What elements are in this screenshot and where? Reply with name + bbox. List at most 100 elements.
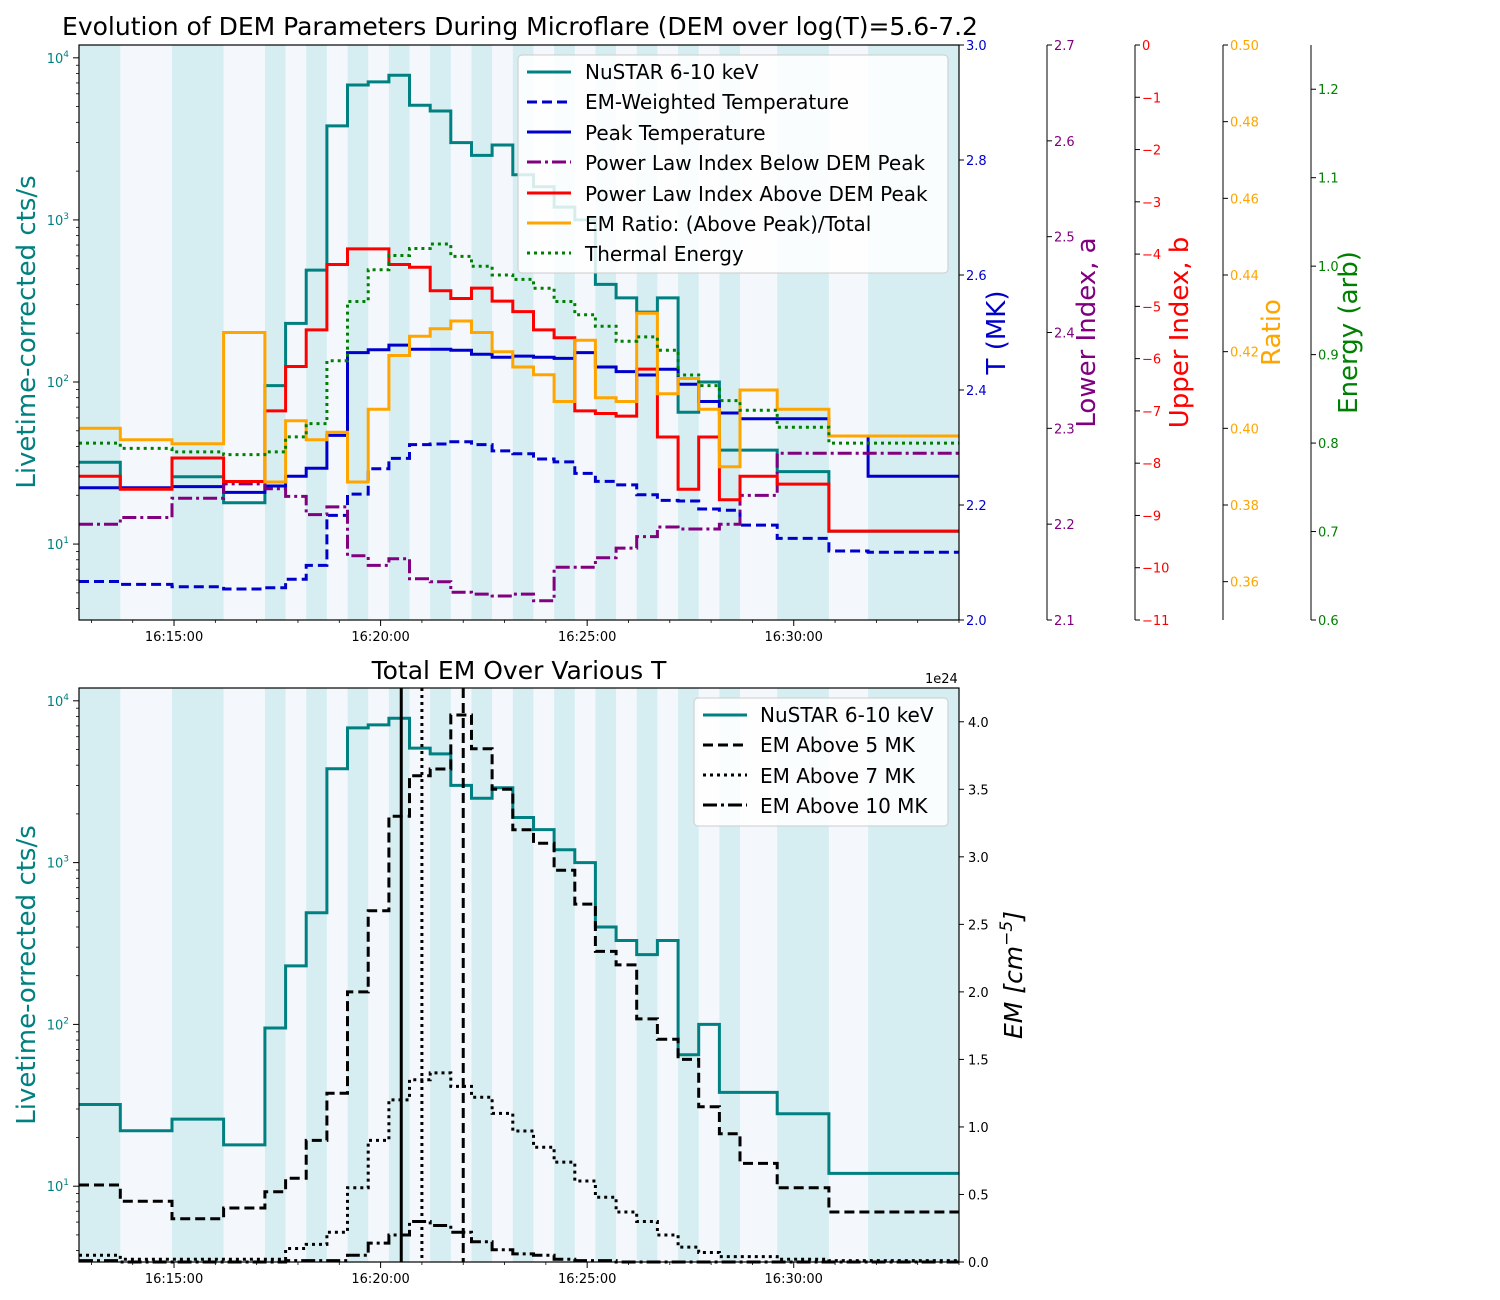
- bottom-shade-band: [430, 688, 451, 1262]
- bottom-shade-band: [636, 688, 658, 1262]
- bottom-x-tick-label: 16:30:00: [765, 1272, 823, 1287]
- bottom-series-em-above-7-mk: [79, 1071, 959, 1263]
- bottom-y-tick-label: 104: [47, 693, 70, 710]
- axis-tick-label-ratio: 0.36: [1230, 576, 1259, 591]
- axis-tick-label-a: 2.6: [1054, 135, 1075, 150]
- em-axis-tick-label: 4.0: [968, 716, 989, 731]
- bottom-shade-band: [79, 688, 121, 1262]
- bottom-x-tick-label: 16:20:00: [351, 1272, 409, 1287]
- top-series-power-law-index-below-dem-peak: [79, 451, 959, 603]
- em-axis-tick-label: 0.0: [968, 1256, 989, 1271]
- bottom-legend: NuSTAR 6-10 keV EM Above 5 MK EM Above 7…: [693, 697, 949, 827]
- bottom-shade-band: [719, 688, 741, 1262]
- bottom-x-tick-label: 16:15:00: [145, 1272, 203, 1287]
- top-panel: Evolution of DEM Parameters During Micro…: [12, 12, 1364, 645]
- axis-tick-label-energy: 0.6: [1318, 614, 1339, 629]
- axis-tick-label-a: 2.5: [1054, 231, 1075, 246]
- top-series-lines: [79, 73, 959, 603]
- bottom-shade-band: [388, 688, 410, 1262]
- bottom-left-y-label: Livetime-orrected cts/s: [12, 825, 42, 1125]
- bottom-right-offset-text: 1e24: [925, 672, 958, 687]
- axis-label-T: T (MK): [982, 291, 1012, 376]
- tick-base: 10: [47, 857, 64, 872]
- top-shade-band: [171, 45, 224, 620]
- bottom-shade-band: [347, 688, 369, 1262]
- tick-base: 10: [47, 538, 64, 553]
- axis-tick-label-T: 3.0: [966, 39, 987, 54]
- axis-tick-label-b: −3: [1142, 196, 1161, 211]
- bottom-shade-band: [471, 688, 493, 1262]
- bottom-y-tick-label: 101: [47, 1178, 69, 1195]
- top-shade-band: [430, 45, 451, 620]
- legend-label-lower-index: Power Law Index Below DEM Peak: [585, 151, 925, 175]
- axis-label-ratio: Ratio: [1257, 299, 1287, 366]
- top-shade-band: [264, 45, 286, 620]
- em-label-close: ]: [999, 911, 1028, 922]
- em-label-main: EM [cm: [999, 946, 1028, 1039]
- bottom-shade-band: [512, 688, 534, 1262]
- tick-exponent: 4: [63, 693, 69, 703]
- legend-label-thermal-energy: Thermal Energy: [584, 242, 744, 266]
- top-y-tick-label: 104: [47, 50, 70, 67]
- axis-tick-label-b: −11: [1142, 614, 1169, 629]
- axis-tick-label-energy: 0.7: [1318, 526, 1339, 541]
- axis-tick-label-energy: 1.0: [1318, 260, 1339, 275]
- tick-exponent: 1: [63, 536, 69, 546]
- bottom-shade-band: [595, 688, 617, 1262]
- axis-tick-label-ratio: 0.50: [1230, 39, 1259, 54]
- top-x-tick-label: 16:20:00: [351, 630, 409, 645]
- top-x-tick-label: 16:25:00: [558, 630, 616, 645]
- em-axis-tick-label: 3.0: [968, 851, 989, 866]
- bottom-series-em-above-10-mk: [79, 1220, 959, 1264]
- top-chart-title: Evolution of DEM Parameters During Micro…: [62, 12, 978, 41]
- top-plot-frame: [78, 44, 960, 621]
- em-axis-tick-label: 2.0: [968, 986, 989, 1001]
- legend-label-bottom-nustar: NuSTAR 6-10 keV: [760, 703, 934, 727]
- legend-label-upper-index: Power Law Index Above DEM Peak: [585, 182, 928, 206]
- top-shade-band: [388, 45, 410, 620]
- axis-tick-label-b: −1: [1142, 91, 1161, 106]
- bottom-legend-box: [693, 697, 949, 827]
- bottom-shade-band: [678, 688, 699, 1262]
- axis-tick-label-b: −8: [1142, 457, 1161, 472]
- axis-tick-label-energy: 0.9: [1318, 349, 1339, 364]
- axis-tick-label-b: −7: [1142, 405, 1161, 420]
- tick-base: 10: [47, 1018, 64, 1033]
- axis-tick-label-T: 2.0: [966, 614, 987, 629]
- axis-tick-label-energy: 0.8: [1318, 437, 1339, 452]
- tick-base: 10: [47, 52, 64, 67]
- top-series-em-weighted-temperature: [79, 440, 959, 591]
- tick-exponent: 2: [63, 1016, 69, 1026]
- legend-label-em-above-10mk: EM Above 10 MK: [760, 794, 928, 818]
- em-axis-tick-label: 3.5: [968, 783, 989, 798]
- em-axis-tick-label: 0.5: [968, 1188, 989, 1203]
- axis-tick-label-a: 2.2: [1054, 518, 1075, 533]
- top-series-power-law-index-above-dem-peak: [79, 247, 959, 533]
- tick-base: 10: [47, 1180, 64, 1195]
- axis-tick-label-a: 2.7: [1054, 39, 1075, 54]
- tick-exponent: 4: [63, 50, 69, 60]
- top-left-y-label: Livetime-corrected cts/s: [12, 175, 42, 488]
- bottom-series-em-above-5-mk: [79, 713, 959, 1221]
- axis-label-b: Upper Index, b: [1165, 237, 1195, 429]
- top-shade-band: [347, 45, 369, 620]
- axis-label-a: Lower Index, a: [1072, 237, 1102, 427]
- top-right-axes: 2.0 2.2 2.4 2.6 2.8 3.0 T (MK) 2.1 2.2 2.3 2.4 2.5 2…: [959, 39, 1364, 629]
- axis-tick-label-ratio: 0.40: [1230, 422, 1259, 437]
- top-series-em-ratio-above-peak-total: [79, 311, 959, 484]
- top-y-tick-label: 103: [47, 212, 69, 229]
- tick-base: 10: [47, 214, 64, 229]
- axis-tick-label-b: −5: [1142, 300, 1161, 315]
- bottom-vertical-lines: [399, 688, 465, 1262]
- em-axis-tick-label: 1.0: [968, 1121, 989, 1136]
- axis-tick-label-T: 2.2: [966, 499, 987, 514]
- legend-label-em-ratio: EM Ratio: (Above Peak)/Total: [585, 212, 871, 236]
- legend-label-peak-temp: Peak Temperature: [585, 121, 766, 145]
- tick-exponent: 1: [63, 1178, 69, 1188]
- bottom-panel: Total EM Over Various T 16:15:00 16:20:00…: [12, 656, 1028, 1287]
- legend-label-em-above-7mk: EM Above 7 MK: [760, 764, 916, 788]
- bottom-right-axis: 0.0 0.5 1.0 1.5 2.0 2.5 3.0 3.5 4.0: [959, 716, 989, 1271]
- bottom-shade-band: [306, 688, 327, 1262]
